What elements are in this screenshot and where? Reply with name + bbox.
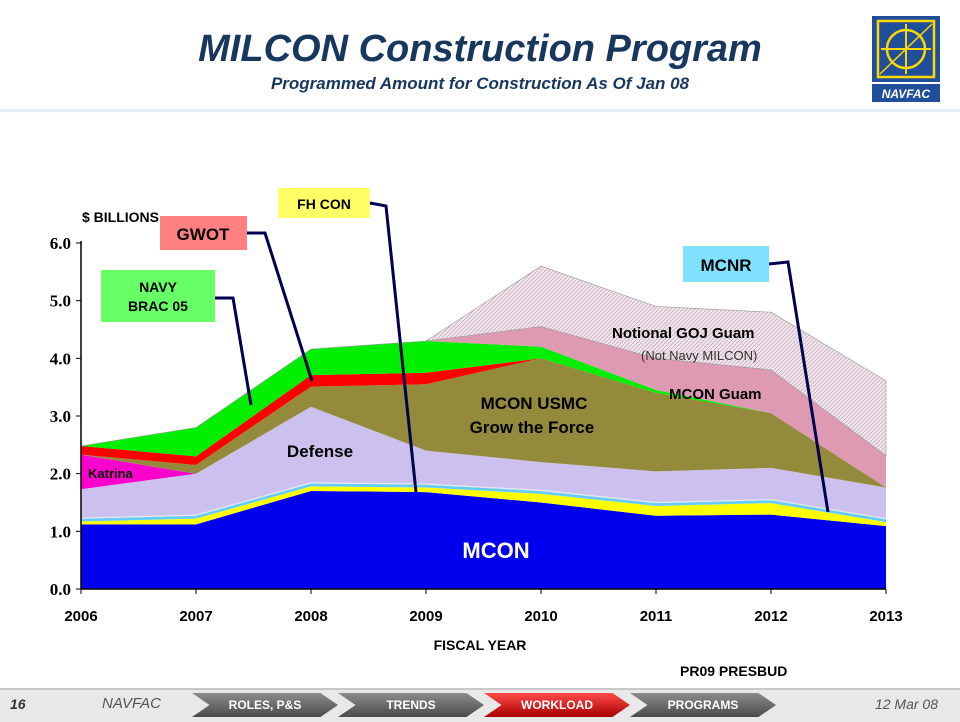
area-mcon-guam xyxy=(81,326,886,488)
y-tick-label: 2.0 xyxy=(50,465,71,484)
callout-brac-leader xyxy=(215,296,253,406)
page-subtitle: Programmed Amount for Construction As Of… xyxy=(270,74,690,93)
label-defense: Defense xyxy=(287,442,353,461)
callout-brac-line1: NAVY xyxy=(139,279,178,295)
footer-org: NAVFAC xyxy=(102,695,161,712)
tab-programs[interactable]: PROGRAMS xyxy=(630,693,776,717)
callout-mcnr-leader xyxy=(768,260,830,513)
chart: 0.0 1.0 2.0 3.0 4.0 5.0 6.0 2006 2007 2008 2009 201… xyxy=(50,188,903,679)
x-tick-label: 2012 xyxy=(754,608,787,625)
callout-gwot-text: GWOT xyxy=(177,225,230,244)
area-defense xyxy=(81,406,886,519)
x-axis-label: FISCAL YEAR xyxy=(434,637,527,653)
area-mcnr xyxy=(81,483,886,523)
y-tick-label: 3.0 xyxy=(50,407,71,426)
area-navy-brac-05 xyxy=(81,341,886,488)
callout-fh-con-leader xyxy=(369,201,418,493)
chart-axes: 0.0 1.0 2.0 3.0 4.0 5.0 6.0 2006 2007 2008 2009 201… xyxy=(50,234,903,625)
chart-areas xyxy=(80,265,887,589)
page-number: 16 xyxy=(10,696,26,712)
title-divider xyxy=(0,108,960,113)
budget-note: PR09 PRESBUD xyxy=(680,663,787,679)
label-usmc-line1: MCON USMC xyxy=(481,394,588,413)
x-tick-label: 2010 xyxy=(524,608,557,625)
callout-fh-con-box xyxy=(278,188,370,218)
navfac-logo: NAVFAC xyxy=(872,16,940,102)
callout-brac-box xyxy=(101,270,215,322)
label-guam: MCON Guam xyxy=(669,386,762,403)
x-tick-label: 2013 xyxy=(869,608,902,625)
x-tick-label: 2008 xyxy=(294,608,327,625)
logo-frame xyxy=(876,19,936,79)
x-tick-label: 2006 xyxy=(64,608,97,625)
x-tick-label: 2009 xyxy=(409,608,442,625)
callout-gwot-leader xyxy=(247,231,314,382)
callout-mcnr-box xyxy=(683,246,769,282)
label-goj: Notional GOJ Guam xyxy=(612,325,755,342)
logo-text-band xyxy=(872,84,940,102)
tab-roles[interactable]: ROLES, P&S xyxy=(192,693,338,717)
footer-date: 12 Mar 08 xyxy=(874,696,938,712)
logo-diagonal xyxy=(879,23,933,75)
area-mcon-usmc-grow-the-force xyxy=(81,358,886,488)
area-mcon xyxy=(81,491,886,589)
page-title: MILCON Construction Program xyxy=(198,28,762,70)
x-tick-label: 2007 xyxy=(179,608,212,625)
callout-brac-line2: BRAC 05 xyxy=(128,298,188,314)
logo-text: NAVFAC xyxy=(882,87,931,101)
tab-workload[interactable]: WORKLOAD xyxy=(484,693,630,717)
area-fh-con xyxy=(81,482,886,520)
callout-gwot-box xyxy=(160,216,247,250)
y-tick-label: 0.0 xyxy=(50,580,71,599)
y-tick-label: 6.0 xyxy=(50,234,71,253)
label-mcon: MCON xyxy=(462,538,529,563)
y-tick-label: 5.0 xyxy=(50,292,71,311)
label-katrina: Katrina xyxy=(88,466,134,481)
footer-bar: 16 NAVFAC ROLES, P&S TRENDS WORKLOAD PRO… xyxy=(0,688,960,722)
label-goj-note: (Not Navy MILCON) xyxy=(641,348,757,363)
callout-fh-con-text: FH CON xyxy=(297,196,351,212)
y-axis-label: $ BILLIONS xyxy=(82,209,159,225)
y-tick-label: 1.0 xyxy=(50,522,71,541)
tab-trends[interactable]: TRENDS xyxy=(338,693,484,717)
y-tick-label: 4.0 xyxy=(50,349,71,368)
x-tick-label: 2011 xyxy=(640,608,673,625)
label-usmc-line2: Grow the Force xyxy=(470,418,595,437)
callout-mcnr-text: MCNR xyxy=(701,256,752,275)
area-notional-goj-guam xyxy=(80,265,887,457)
area-band-1 xyxy=(81,486,886,527)
